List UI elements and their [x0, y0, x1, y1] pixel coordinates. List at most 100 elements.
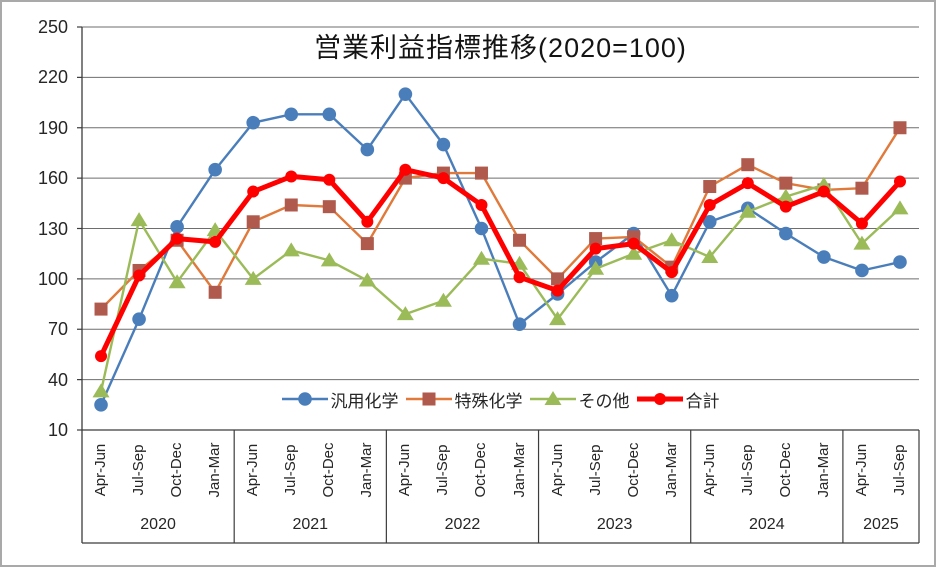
circle-marker	[398, 87, 413, 101]
triangle-marker	[777, 188, 795, 203]
square-marker	[513, 233, 527, 247]
circle-marker	[132, 312, 146, 326]
legend-label: 汎用化学	[330, 391, 399, 411]
y-axis-label: 190	[37, 117, 68, 138]
triangle-marker	[396, 306, 414, 321]
dot-marker	[653, 393, 666, 405]
circle-marker	[436, 137, 451, 152]
dot-marker	[703, 198, 716, 211]
square-legend-icon	[405, 392, 452, 406]
x-axis-quarter-label: Oct-Dec	[168, 442, 186, 498]
square-marker	[474, 166, 488, 180]
circle-legend-icon	[281, 392, 328, 406]
square-marker	[360, 237, 374, 251]
dot-marker	[133, 269, 146, 282]
circle-marker	[284, 107, 299, 122]
circle-marker	[664, 288, 679, 303]
triangle-marker	[244, 270, 262, 285]
dot-legend-icon	[636, 393, 683, 405]
square-marker	[551, 272, 565, 286]
chart-title: 営業利益指標推移(2020=100)	[314, 33, 687, 63]
square-marker	[855, 181, 869, 195]
series-line	[99, 92, 901, 406]
dot-marker	[627, 237, 640, 250]
square-marker	[589, 232, 603, 246]
x-axis-quarter-label: Jan-Mar	[814, 442, 832, 498]
triangle-marker	[434, 292, 452, 307]
square-marker	[284, 198, 298, 212]
triangle-marker	[587, 260, 605, 275]
circle-marker	[817, 250, 831, 264]
dot-marker	[437, 172, 450, 185]
dot-marker	[779, 200, 792, 213]
circle-marker	[702, 214, 717, 229]
triangle-legend-icon	[529, 391, 576, 405]
square-marker	[322, 200, 336, 214]
series-line	[99, 183, 901, 392]
circle-marker	[779, 226, 793, 241]
circle-marker	[360, 142, 375, 157]
dot-marker	[551, 284, 564, 297]
dot-marker	[741, 177, 754, 190]
x-axis-quarter-label: Apr-Jun	[244, 443, 262, 497]
y-axis-label: 70	[47, 319, 68, 340]
dot-marker	[209, 235, 222, 248]
triangle-marker	[663, 232, 681, 247]
legend-item-0: 汎用化学	[281, 387, 399, 412]
triangle-marker	[92, 383, 110, 398]
dot-marker	[817, 185, 830, 198]
circle-marker	[322, 107, 337, 122]
triangle-marker	[282, 242, 300, 257]
dot-marker	[475, 198, 488, 211]
square-marker	[208, 285, 222, 299]
dot-marker	[361, 215, 374, 228]
x-axis-year-label: 2021	[292, 516, 329, 533]
x-axis-year-label: 2020	[140, 516, 176, 533]
y-axis-label: 10	[47, 420, 68, 440]
x-axis-year-label: 2022	[444, 516, 481, 533]
circle-marker	[94, 398, 108, 412]
dot-marker	[665, 266, 678, 279]
x-axis-quarter-label: Apr-Jun	[92, 443, 110, 497]
dot-marker	[171, 232, 184, 245]
dot-marker	[247, 185, 260, 198]
triangle-marker	[320, 252, 338, 267]
y-axis-label: 160	[37, 168, 68, 189]
x-axis-quarter-label: Apr-Jun	[396, 443, 414, 497]
triangle-marker	[739, 203, 757, 218]
dot-marker	[399, 163, 412, 176]
x-axis-quarter-label: Oct-Dec	[776, 442, 794, 498]
x-axis-quarter-label: Apr-Jun	[852, 443, 870, 497]
x-axis-quarter-label: Jan-Mar	[662, 442, 680, 498]
triangle-marker	[625, 245, 643, 260]
circle-marker	[893, 255, 907, 269]
square-marker	[422, 392, 435, 406]
legend-item-1: 特殊化学	[405, 387, 523, 412]
x-axis-quarter-label: Jul-Sep	[434, 444, 452, 496]
legend-item-3: 合計	[636, 387, 720, 412]
legend: 汎用化学 特殊化学 その他 合計	[82, 387, 919, 411]
circle-marker	[855, 263, 869, 278]
square-marker	[893, 121, 907, 135]
x-axis-quarter-label: Jul-Sep	[738, 444, 756, 496]
dot-marker	[589, 242, 602, 255]
x-axis-quarter-label: Apr-Jun	[700, 443, 718, 497]
series-line	[100, 127, 902, 310]
triangle-marker	[168, 274, 186, 289]
x-axis-quarter-label: Jul-Sep	[890, 444, 908, 496]
legend-item-2: その他	[529, 387, 630, 412]
square-marker	[741, 158, 755, 172]
circle-marker	[246, 115, 261, 130]
triangle-marker	[701, 249, 719, 264]
legend-label: 特殊化学	[454, 391, 523, 411]
x-axis-quarter-label: Oct-Dec	[472, 442, 490, 498]
square-marker	[246, 215, 260, 229]
dot-marker	[855, 217, 868, 230]
dot-marker	[513, 271, 526, 284]
dot-marker	[95, 350, 108, 363]
legend-label: 合計	[685, 391, 720, 411]
triangle-marker	[891, 200, 909, 215]
triangle-marker	[549, 311, 567, 326]
